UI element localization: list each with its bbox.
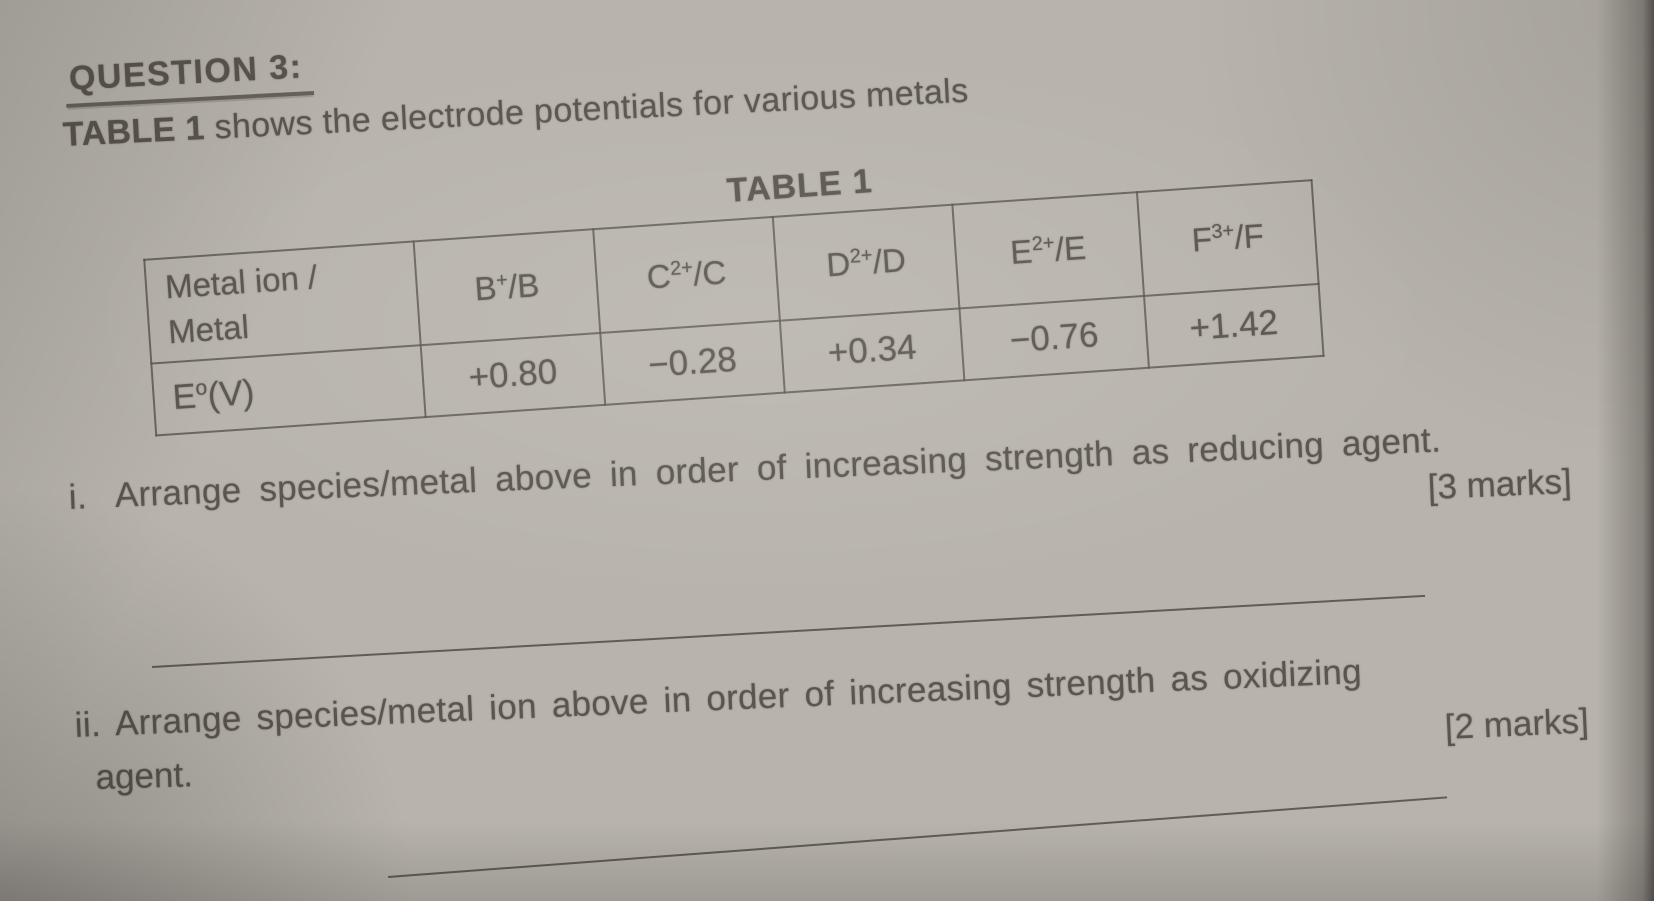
potential-value-cell-d: +0.34 [779, 308, 965, 393]
species-charge: 3+ [1210, 219, 1235, 244]
row-header-cell: Metal ion / Metal [144, 241, 421, 364]
intro-table-label: TABLE 1 [62, 109, 206, 154]
species-header-cell-f: F3+/F [1136, 180, 1319, 296]
potential-value-cell-b: +0.80 [420, 332, 606, 418]
potential-value-cell-e: −0.76 [959, 295, 1149, 381]
potential-symbol: E [171, 377, 198, 418]
potential-unit: (V) [206, 373, 256, 416]
species-symbol: C [645, 257, 672, 296]
species-charge: 2+ [849, 244, 874, 268]
question-heading: QUESTION 3: [64, 47, 314, 108]
species-symbol: E [1009, 232, 1034, 271]
question-ii-text-continued: agent. [95, 755, 194, 797]
question-i-number: i. [68, 477, 88, 517]
species-header-cell-c: C2+/C [593, 216, 780, 333]
potential-value-cell-f: +1.42 [1144, 284, 1324, 368]
species-metal: /C [691, 253, 728, 293]
species-symbol: F [1190, 220, 1214, 259]
species-header-cell-b: B+/B [413, 229, 601, 346]
question-i-marks: [3 marks] [1427, 461, 1573, 507]
species-charge: 2+ [669, 256, 694, 281]
question-ii-marks: [2 marks] [1444, 701, 1590, 747]
species-symbol: D [825, 244, 852, 284]
species-charge: 2+ [1031, 231, 1056, 256]
question-ii: ii. Arrange species/metal ion above in or… [74, 652, 1363, 746]
species-metal: /F [1233, 216, 1265, 256]
question-i: i. Arrange species/metal above in order o… [68, 420, 1442, 517]
species-header-cell-d: D2+/D [772, 204, 960, 321]
species-symbol: B [473, 268, 498, 308]
question-i-text: Arrange species/metal above in order of … [114, 420, 1442, 516]
question-ii-text: Arrange species/metal ion above in order… [114, 652, 1363, 744]
answer-line-2 [388, 796, 1448, 878]
potential-value-cell-c: −0.28 [600, 320, 785, 405]
species-metal: /B [506, 266, 541, 306]
intro-text: shows the electrode potentials for vario… [203, 71, 970, 148]
species-header-cell-e: E2+/E [952, 192, 1145, 309]
table-1-block: TABLE 1 Metal ion / Metal B+/B C2+/C D2+… [140, 132, 1324, 436]
question-ii-number: ii. [74, 704, 102, 745]
species-metal: /D [871, 241, 907, 281]
species-metal: /E [1053, 228, 1088, 268]
